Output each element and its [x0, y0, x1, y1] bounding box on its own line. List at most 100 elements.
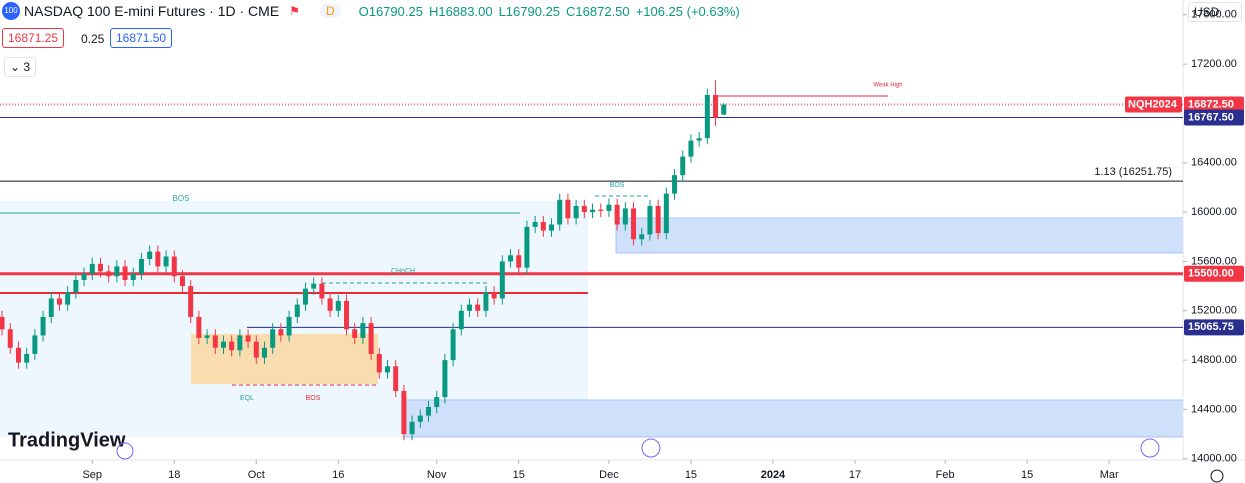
zone [0, 201, 588, 437]
candle-body [319, 283, 325, 299]
spread: 0.25 [81, 32, 105, 46]
candle-body [426, 406, 432, 416]
price-tag [1184, 319, 1244, 336]
candle-body [639, 234, 645, 240]
annotation: Weak High [873, 83, 902, 89]
candle-body [48, 298, 54, 317]
candle-body [524, 226, 530, 268]
zone [191, 334, 378, 384]
x-tick-label: Mar [1100, 469, 1119, 481]
settings-icon[interactable] [1210, 469, 1224, 483]
x-tick-label: Sep [82, 469, 102, 481]
candle-body [204, 335, 210, 338]
y-tick-label: 16000.00 [1191, 206, 1237, 218]
candle-body [261, 347, 267, 358]
candle-body [196, 316, 202, 338]
candle-body [491, 292, 497, 299]
annotation: EQL [240, 395, 254, 402]
y-tick-label: 15600.00 [1191, 255, 1237, 267]
candle-body [680, 156, 686, 176]
candle-body [81, 273, 87, 280]
candle-body [343, 300, 349, 330]
symbol-title: NASDAQ 100 E-mini Futures · 1D · CME [24, 3, 280, 19]
candle-body [360, 323, 366, 338]
candle-body [15, 347, 21, 363]
candle-body [24, 353, 30, 363]
candle-body [409, 421, 415, 435]
candle-body [663, 193, 669, 234]
candle-body [540, 221, 546, 231]
zone [403, 399, 1184, 438]
candle-body [590, 209, 596, 213]
candle-body [483, 292, 489, 311]
candle-body [458, 310, 464, 330]
candle-body [434, 397, 440, 407]
annotation: BOS [306, 395, 321, 402]
flag-icon[interactable]: ⚑ [289, 4, 300, 18]
candle-body [475, 304, 481, 311]
ohlc-close: C16872.50 [566, 3, 630, 19]
candle-body [278, 329, 284, 336]
candle-body [106, 271, 112, 277]
header: 100 NASDAQ 100 E-mini Futures · 1D · CME… [0, 0, 740, 22]
candle-body [245, 335, 251, 342]
bid-box[interactable]: 16871.25 [2, 28, 65, 48]
y-tick-label: 17200.00 [1191, 58, 1237, 70]
candle-body [516, 255, 522, 268]
y-tick-label: 15200.00 [1191, 305, 1237, 317]
annotation: BOS [610, 182, 625, 189]
candle-body [581, 205, 587, 213]
candle-body [499, 261, 505, 299]
candle-body [155, 251, 161, 267]
candle-body [56, 298, 62, 305]
candle-body [467, 304, 473, 311]
candle-body [622, 208, 628, 225]
candle-body [130, 273, 136, 280]
candle-body [557, 199, 563, 225]
x-tick-label: 18 [168, 469, 180, 481]
candle-body [655, 205, 661, 234]
indicator-toggle[interactable]: ⌄ 3 [4, 57, 37, 77]
y-tick-label: 17600.00 [1191, 9, 1237, 21]
price-tag-label: 15500.00 [1188, 268, 1234, 280]
x-tick-label: 17 [849, 469, 861, 481]
x-tick-label: 15 [513, 469, 525, 481]
candle-body [696, 138, 702, 141]
candle-body [631, 208, 637, 240]
price-tag [1184, 265, 1244, 282]
ask-box[interactable]: 16871.50 [110, 28, 173, 48]
candle-body [253, 341, 259, 358]
candle-body [417, 415, 423, 422]
currency[interactable]: USD [1188, 2, 1242, 22]
fib-label: 1.13 (16251.75) [1094, 166, 1172, 178]
nav-icon[interactable] [641, 438, 661, 458]
nav-icon[interactable] [116, 442, 134, 460]
candle-body [32, 335, 38, 354]
candle-body [327, 298, 333, 311]
candle-body [122, 266, 128, 280]
x-tick-label: Dec [599, 469, 619, 481]
candle-body [565, 199, 571, 219]
candle-body [672, 175, 678, 194]
candle-body [335, 300, 341, 311]
candle-body [713, 94, 719, 118]
x-tick-label: 2024 [761, 469, 786, 481]
candle-body [647, 205, 653, 235]
candle-body [220, 341, 226, 348]
candle-body [171, 256, 177, 277]
candle-body [450, 329, 456, 361]
y-tick-label: 14000.00 [1191, 453, 1237, 465]
annotation: BOS [173, 194, 190, 203]
nav-icon[interactable] [1140, 438, 1160, 458]
candle-body [7, 329, 13, 348]
candle-body [393, 366, 399, 391]
candle-body [286, 316, 292, 336]
candle-body [573, 205, 579, 219]
candle-body [376, 353, 382, 373]
candle-body [294, 304, 300, 317]
candle-body [73, 279, 79, 293]
candle-body [179, 276, 185, 287]
ohlc-high: H16883.00 [428, 3, 493, 19]
candle-body [114, 266, 120, 277]
ohlc-open: O16790.25 [358, 3, 423, 19]
